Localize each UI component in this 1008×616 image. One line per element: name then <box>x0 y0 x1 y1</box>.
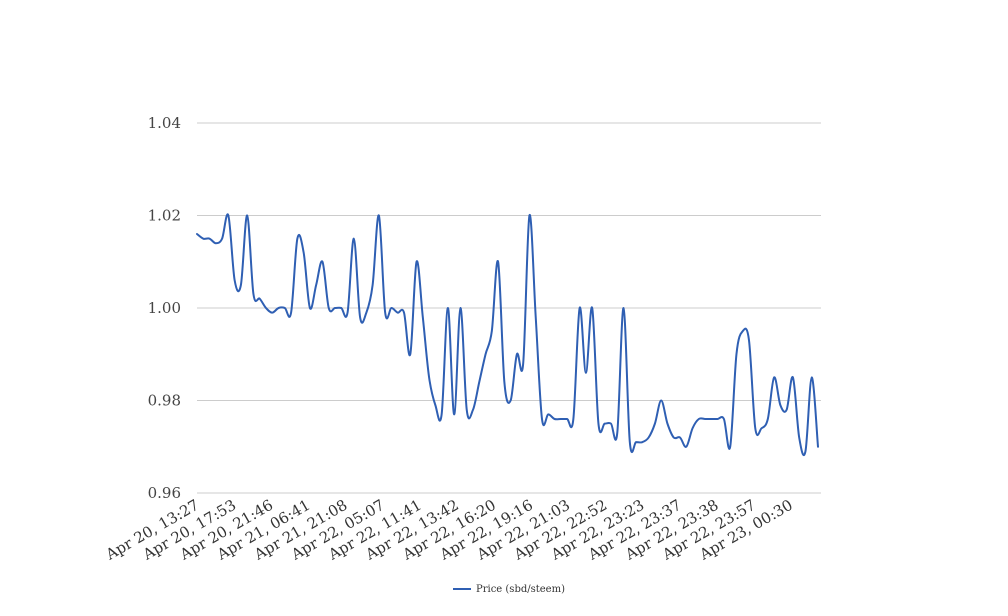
series-line-price <box>196 213 819 457</box>
y-tick-label: 0.98 <box>148 392 181 410</box>
legend: Price (sbd/steem) <box>453 584 565 595</box>
grid-lines <box>197 122 821 494</box>
y-axis-tick-labels: 0.96 0.98 1.00 1.02 1.04 <box>148 114 181 502</box>
y-tick-label: 1.02 <box>148 207 181 225</box>
y-tick-label: 1.00 <box>148 299 181 317</box>
series-layer <box>196 213 819 457</box>
y-tick-label: 1.04 <box>148 114 181 132</box>
y-tick-label: 0.96 <box>148 484 181 502</box>
legend-label: Price (sbd/steem) <box>476 584 565 595</box>
